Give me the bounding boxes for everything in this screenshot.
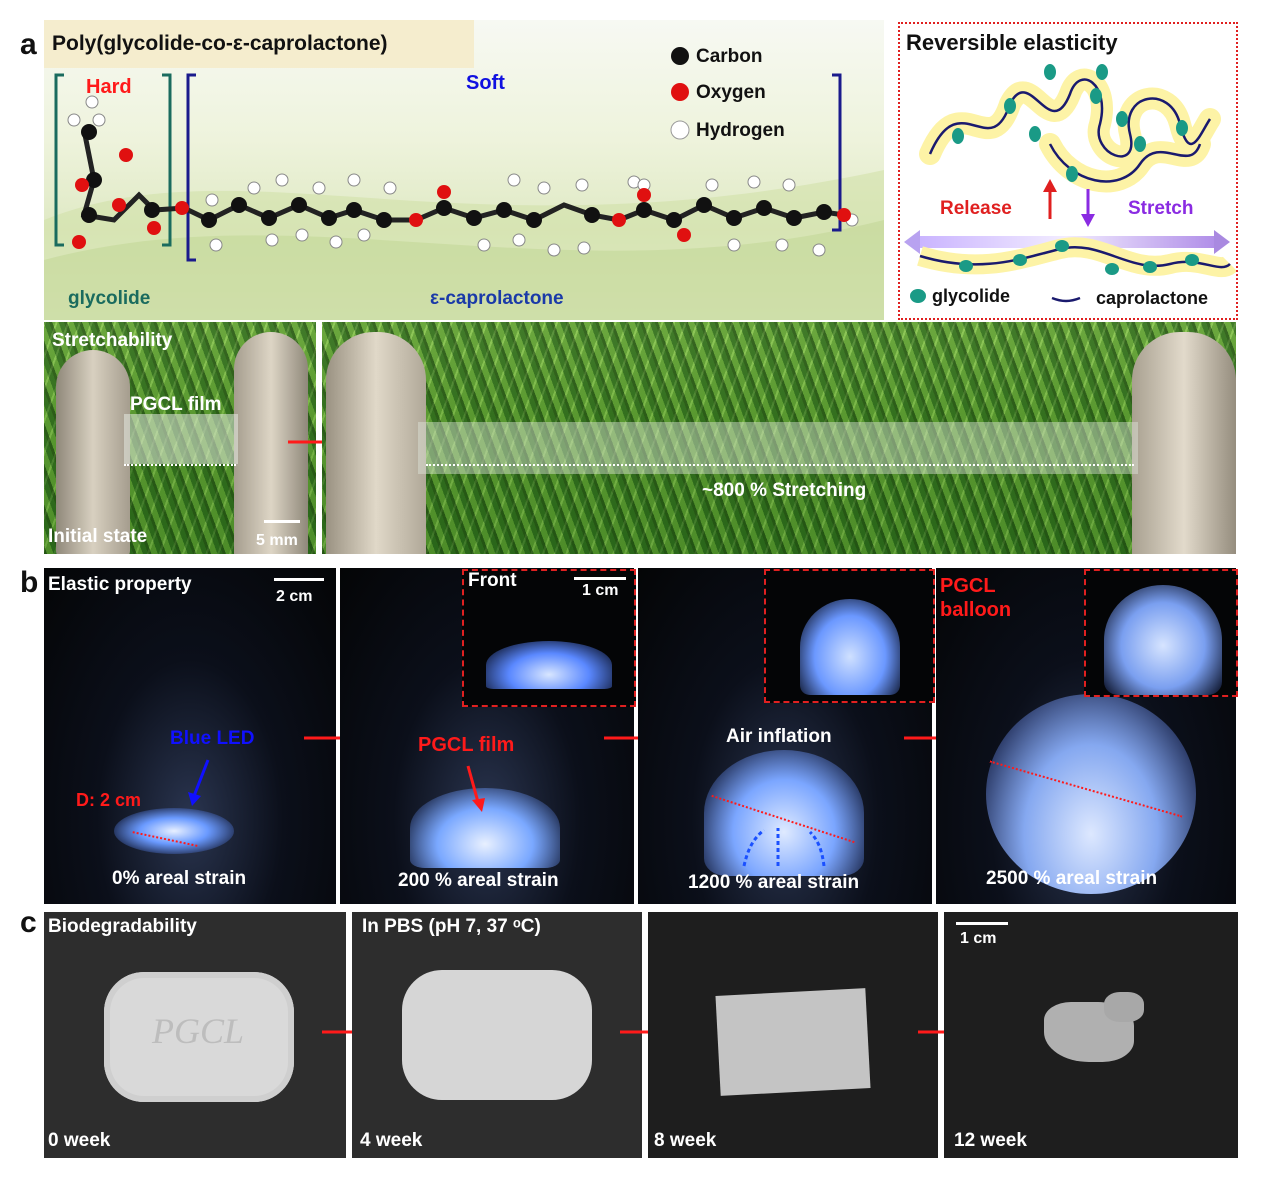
scale-bar-5mm — [264, 520, 300, 523]
legend-caprolactone-text: caprolactone — [1096, 288, 1209, 308]
degradation-photo-12 — [944, 912, 1238, 1158]
week-12-label: 12 week — [954, 1130, 1027, 1151]
panel-label-b: b — [20, 566, 39, 599]
pbs-label: In PBS (pH 7, 37 ᵒC) — [362, 916, 541, 937]
front-inset-2500 — [1084, 569, 1238, 697]
sample-4-week — [402, 970, 592, 1100]
scale-1cm-label: 1 cm — [582, 582, 619, 599]
strain-200-label: 200 % areal strain — [398, 870, 559, 891]
elasticity-title: Reversible elasticity — [906, 30, 1118, 55]
front-label: Front — [468, 570, 517, 591]
caprolactone-label: ε-caprolactone — [430, 288, 564, 309]
front-inset-1200 — [764, 569, 935, 703]
legend-oxygen: Oxygen — [696, 82, 766, 103]
dome-glow-1200 — [704, 750, 864, 876]
sample-0-week — [104, 972, 294, 1102]
right-finger-stretched — [1132, 332, 1236, 554]
sample-8-week — [715, 988, 871, 1096]
initial-state-photo — [44, 322, 316, 554]
diameter-label: D: 2 cm — [76, 790, 142, 810]
dome-glow-200 — [410, 788, 560, 868]
front-inset-200 — [462, 569, 636, 707]
scale-5mm-label: 5 mm — [256, 532, 298, 549]
stretched-film — [418, 422, 1138, 474]
air-inflation-label: Air inflation — [726, 726, 832, 747]
reversible-elasticity-box: Reversible elasticity Release St — [898, 22, 1238, 320]
pgcl-film — [124, 414, 238, 464]
inset-balloon — [1104, 585, 1222, 695]
biodegradability-label: Biodegradability — [48, 916, 197, 937]
initial-state-label: Initial state — [48, 526, 148, 547]
scale-bar-1cm — [574, 577, 626, 580]
panel-label-c: c — [20, 906, 37, 939]
degradation-photo-8 — [648, 912, 938, 1158]
blue-led-label: Blue LED — [170, 728, 255, 749]
degradation-photo-0: PGCL — [44, 912, 346, 1158]
sample-pgcl-text: PGCL — [152, 1011, 245, 1051]
molecule-diagram — [44, 47, 884, 320]
led-photo-2500 — [936, 568, 1236, 904]
strain-0-label: 0% areal strain — [112, 868, 247, 889]
air-inflation-arrows — [742, 828, 826, 867]
scale-bar-2cm — [274, 578, 324, 581]
chain-diagram — [904, 64, 1236, 303]
inset-dome-1200 — [800, 599, 900, 695]
balloon-glow — [986, 694, 1196, 894]
flat-film-glow — [114, 808, 234, 854]
degradation-photo-4 — [352, 912, 642, 1158]
stretched-photo — [322, 322, 1236, 554]
left-finger — [56, 350, 130, 554]
led-photo-0 — [44, 568, 336, 904]
glycolide-label: glycolide — [68, 288, 151, 309]
scale-1cm-c-label: 1 cm — [960, 930, 997, 947]
molecule-panel: Poly(glycolide-co-ε-caprolactone) Hard S… — [44, 20, 884, 320]
stretching-label: ~800 % Stretching — [702, 480, 867, 501]
strain-2500-label: 2500 % areal strain — [986, 868, 1158, 889]
soft-label: Soft — [466, 72, 505, 94]
stretchability-label: Stretchability — [52, 330, 173, 351]
week-8-label: 8 week — [654, 1130, 717, 1151]
legend-hydrogen: Hydrogen — [696, 120, 785, 141]
hard-label: Hard — [86, 76, 132, 98]
inset-dome-200 — [486, 641, 612, 689]
week-0-label: 0 week — [48, 1130, 111, 1151]
release-label: Release — [940, 198, 1012, 219]
week-4-label: 4 week — [360, 1130, 423, 1151]
stretch-label: Stretch — [1128, 198, 1194, 219]
initial-length-arrow — [124, 464, 236, 466]
title-bar — [44, 20, 474, 68]
pgcl-film-label: PGCL film — [130, 394, 222, 415]
polymer-title: Poly(glycolide-co-ε-caprolactone) — [52, 32, 388, 55]
strain-1200-label: 1200 % areal strain — [688, 872, 860, 893]
elastic-property-label: Elastic property — [48, 574, 192, 595]
scale-bar-1cm-c — [956, 922, 1008, 925]
pgcl-balloon-label: PGCL balloon — [940, 575, 1012, 621]
pgcl-film-b-label: PGCL film — [418, 734, 515, 756]
legend-glycolide-text: glycolide — [932, 286, 1011, 306]
left-finger-stretched — [326, 332, 426, 554]
pgcl-film-arrow — [466, 765, 485, 812]
panel-label-a: a — [20, 28, 37, 61]
legend-carbon: Carbon — [696, 46, 763, 67]
sample-12-fragment — [1104, 992, 1144, 1022]
stretch-length-arrow — [426, 464, 1134, 466]
scale-2cm-label: 2 cm — [276, 588, 313, 605]
blue-led-arrow — [188, 759, 210, 806]
